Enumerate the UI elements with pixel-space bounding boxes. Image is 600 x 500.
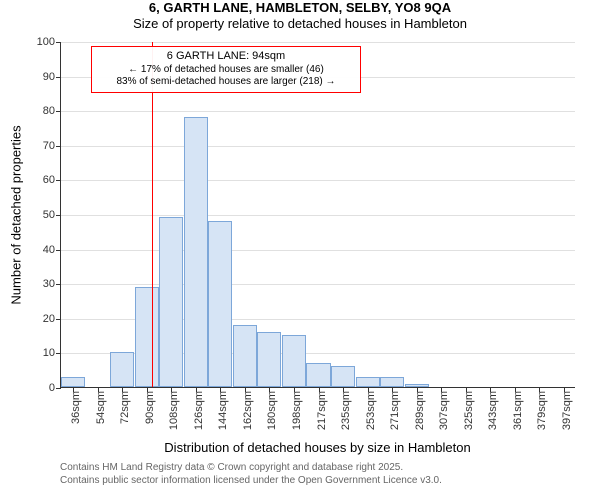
x-tick-label: 307sqm [438,391,450,430]
y-tick-label: 40 [43,244,61,256]
y-tick-label: 60 [43,174,61,186]
annotation-line-3: 83% of semi-detached houses are larger (… [98,76,354,89]
title-line-2: Size of property relative to detached ho… [0,16,600,32]
y-tick-label: 100 [37,36,61,48]
x-tick-label: 235sqm [340,391,352,430]
gridline [61,146,575,147]
histogram-bar [380,377,404,387]
x-tick-label: 144sqm [217,391,229,430]
y-tick-label: 0 [49,382,61,394]
y-tick-label: 10 [43,347,61,359]
histogram-bar [356,377,380,387]
histogram-bar [159,217,183,387]
x-axis-label: Distribution of detached houses by size … [164,440,470,455]
x-tick-label: 271sqm [389,391,401,430]
histogram-bar [208,221,232,387]
y-tick-label: 30 [43,278,61,290]
gridline [61,180,575,181]
x-tick-label: 162sqm [242,391,254,430]
x-tick-label: 361sqm [512,391,524,430]
chart-title: 6, GARTH LANE, HAMBLETON, SELBY, YO8 9QA… [0,0,600,31]
x-tick-label: 217sqm [316,391,328,430]
histogram-bar [135,287,159,387]
plot-area: 010203040506070809010036sqm54sqm72sqm90s… [60,42,575,388]
y-tick-label: 90 [43,71,61,83]
marker-annotation: 6 GARTH LANE: 94sqm← 17% of detached hou… [91,46,361,93]
annotation-line-2: ← 17% of detached houses are smaller (46… [98,64,354,77]
histogram-bar [61,377,85,387]
x-tick-label: 198sqm [291,391,303,430]
histogram-bar [282,335,306,387]
x-tick-label: 72sqm [119,391,131,424]
y-axis-label: Number of detached properties [9,125,24,304]
x-tick-label: 379sqm [536,391,548,430]
gridline [61,284,575,285]
x-tick-label: 325sqm [463,391,475,430]
y-tick-label: 80 [43,105,61,117]
histogram-bar [184,117,208,387]
footer-attribution: Contains HM Land Registry data © Crown c… [60,462,442,487]
title-line-1: 6, GARTH LANE, HAMBLETON, SELBY, YO8 9QA [0,0,600,16]
y-tick-label: 70 [43,140,61,152]
histogram-bar [306,363,330,387]
histogram-bar [110,352,134,387]
x-tick-label: 54sqm [95,391,107,424]
footer-line-2: Contains public sector information licen… [60,475,442,488]
x-tick-label: 253sqm [365,391,377,430]
footer-line-1: Contains HM Land Registry data © Crown c… [60,462,442,475]
gridline [61,111,575,112]
histogram-bar [233,325,257,387]
gridline [61,250,575,251]
x-tick-label: 126sqm [193,391,205,430]
gridline [61,42,575,43]
y-tick-label: 20 [43,313,61,325]
y-tick-label: 50 [43,209,61,221]
histogram-bar [257,332,281,387]
x-tick-label: 343sqm [487,391,499,430]
annotation-title: 6 GARTH LANE: 94sqm [98,50,354,64]
x-tick-label: 108sqm [168,391,180,430]
property-marker-line [152,42,153,387]
x-tick-label: 90sqm [144,391,156,424]
x-tick-label: 180sqm [266,391,278,430]
x-tick-label: 397sqm [561,391,573,430]
x-tick-label: 289sqm [414,391,426,430]
x-tick-label: 36sqm [70,391,82,424]
gridline [61,215,575,216]
histogram-bar [331,366,355,387]
